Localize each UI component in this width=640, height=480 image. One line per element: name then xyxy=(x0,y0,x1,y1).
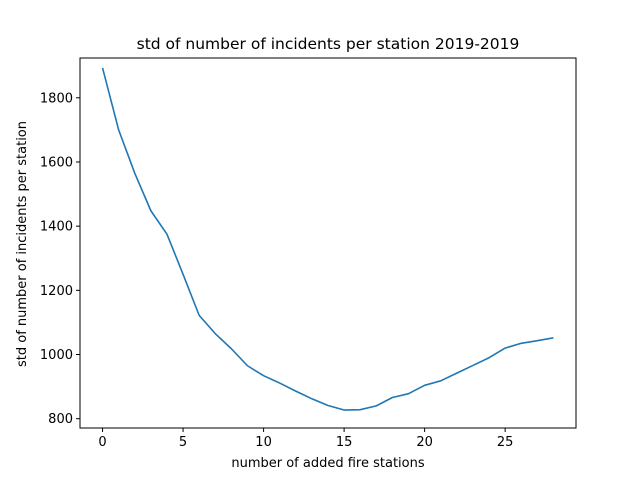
x-tick-label: 0 xyxy=(98,435,106,450)
x-tick-label: 25 xyxy=(497,435,514,450)
series-line xyxy=(101,67,554,411)
y-tick-label: 800 xyxy=(48,412,73,427)
y-tick-label: 1600 xyxy=(40,155,73,170)
x-tick-label: 15 xyxy=(336,435,353,450)
y-axis-label: std of number of incidents per station xyxy=(15,121,30,367)
y-axis: 800 1000 1200 1400 1600 1800 xyxy=(40,91,80,427)
y-tick-label: 1400 xyxy=(40,220,73,235)
x-tick-label: 20 xyxy=(416,435,433,450)
y-tick-label: 1200 xyxy=(40,284,73,299)
y-tick-label: 1800 xyxy=(40,91,73,106)
x-axis: 0 5 10 15 20 25 xyxy=(98,428,513,450)
x-tick-label: 5 xyxy=(179,435,187,450)
plot-area xyxy=(101,67,554,411)
chart-title: std of number of incidents per station 2… xyxy=(137,35,520,53)
x-axis-label: number of added fire stations xyxy=(231,456,425,471)
x-tick-label: 10 xyxy=(255,435,272,450)
y-tick-label: 1000 xyxy=(40,348,73,363)
plot-frame xyxy=(79,57,577,429)
